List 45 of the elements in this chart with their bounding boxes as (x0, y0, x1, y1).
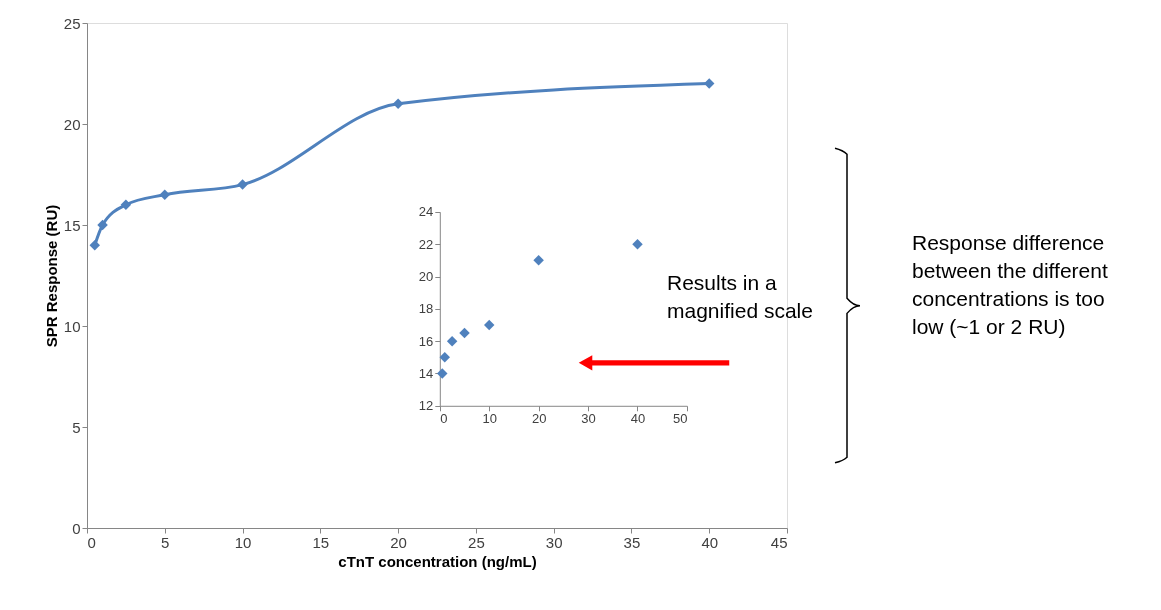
y-tick-label: 18 (418, 301, 434, 317)
x-tick-label: 45 (770, 533, 788, 551)
y-axis-title: SPR Response (RU) (42, 204, 60, 348)
x-tick-label: 10 (482, 411, 497, 427)
point (392, 98, 404, 110)
point (632, 238, 643, 250)
x-tick-label: 20 (390, 533, 407, 551)
point (533, 255, 544, 266)
x-tick-label: 0 (440, 411, 448, 427)
text: Response difference between the different concentrations is too low (~1 or 2 RU) (912, 231, 1108, 338)
point (459, 327, 470, 339)
y-tick-label: 24 (418, 204, 434, 220)
y-tick-label: 22 (418, 236, 434, 252)
x-tick-label: 35 (623, 533, 641, 551)
y-tick-label: 20 (418, 269, 434, 285)
x-tick-label: 40 (630, 411, 646, 427)
x-tick-label: 50 (672, 411, 688, 427)
point (237, 179, 248, 190)
x-tick-label: 20 (531, 411, 547, 427)
point (120, 199, 132, 211)
point (439, 352, 450, 363)
point (446, 335, 458, 347)
x-axis-title: cTnT concentration (ng/mL) (338, 552, 537, 570)
x-tick-label: 30 (581, 411, 596, 427)
x-tick-label: 25 (468, 533, 485, 551)
point (159, 189, 171, 200)
y-tick-label: 0 (72, 519, 81, 537)
point (89, 239, 101, 251)
point (437, 368, 448, 379)
y-tick-label: 16 (418, 333, 434, 349)
x-tick-label: 30 (545, 533, 563, 551)
x-tick-label: 0 (87, 533, 96, 551)
y-tick-label: 10 (63, 317, 81, 335)
annotation: Results in a magnified scale (667, 271, 813, 322)
y-tick-label: 14 (418, 365, 434, 381)
y-tick-label: 25 (63, 14, 81, 32)
y-tick-label: 12 (418, 398, 434, 414)
x-tick-label: 5 (161, 533, 170, 551)
x-tick-label: 40 (701, 533, 719, 551)
y-tick-label: 15 (63, 216, 81, 234)
x-tick-label: 10 (234, 533, 252, 551)
y-tick-label: 20 (63, 115, 81, 133)
point (483, 319, 495, 331)
point (97, 219, 108, 231)
x-tick-label: 15 (312, 533, 330, 551)
